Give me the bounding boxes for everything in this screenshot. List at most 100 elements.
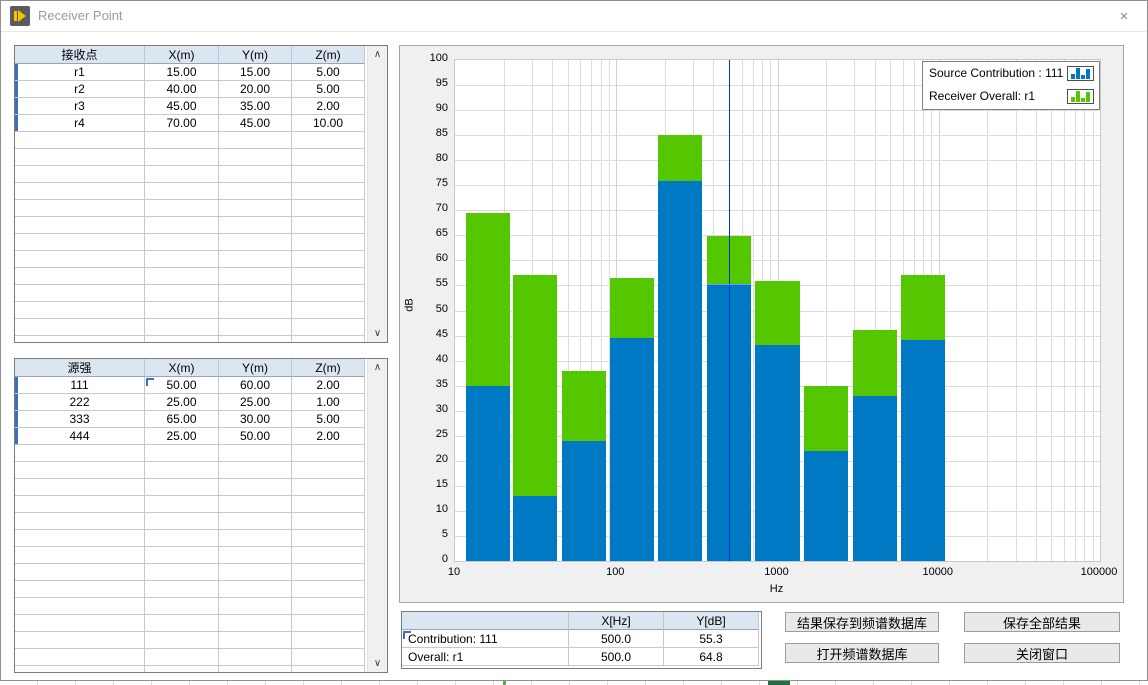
cell[interactable]: 35.00 — [219, 98, 292, 115]
cell[interactable] — [219, 132, 292, 149]
cell[interactable] — [145, 183, 219, 200]
cell[interactable]: 2.00 — [292, 428, 365, 445]
cell[interactable] — [15, 462, 145, 479]
scroll-down-arrow[interactable]: ∨ — [368, 325, 387, 342]
cell[interactable]: 25.00 — [145, 428, 219, 445]
cell[interactable] — [292, 445, 365, 462]
cell[interactable] — [145, 268, 219, 285]
cell[interactable] — [145, 462, 219, 479]
cell[interactable] — [292, 462, 365, 479]
cell[interactable] — [145, 251, 219, 268]
cell[interactable] — [292, 581, 365, 598]
cell[interactable]: 64.8 — [664, 648, 759, 666]
cell[interactable] — [219, 445, 292, 462]
cell[interactable] — [292, 496, 365, 513]
cell[interactable] — [219, 513, 292, 530]
cell[interactable] — [145, 285, 219, 302]
cell[interactable] — [145, 336, 219, 343]
cell[interactable] — [292, 649, 365, 666]
cell[interactable] — [219, 479, 292, 496]
cell[interactable]: 50.00 — [219, 428, 292, 445]
cell[interactable] — [145, 649, 219, 666]
cell[interactable]: 444 — [15, 428, 145, 445]
cell[interactable] — [15, 268, 145, 285]
cell[interactable] — [219, 615, 292, 632]
cell[interactable]: 2.00 — [292, 98, 365, 115]
cell[interactable] — [219, 183, 292, 200]
cell[interactable] — [219, 200, 292, 217]
cell[interactable] — [145, 666, 219, 673]
cell[interactable] — [292, 319, 365, 336]
cell[interactable] — [15, 302, 145, 319]
cell[interactable] — [292, 564, 365, 581]
cell[interactable]: 60.00 — [219, 377, 292, 394]
cell[interactable] — [15, 200, 145, 217]
cell[interactable]: 25.00 — [219, 394, 292, 411]
cell[interactable] — [292, 598, 365, 615]
cell[interactable] — [15, 598, 145, 615]
cell[interactable]: 222 — [15, 394, 145, 411]
cell[interactable]: r2 — [15, 81, 145, 98]
cell[interactable] — [219, 149, 292, 166]
cell[interactable]: 111 — [15, 377, 145, 394]
cell[interactable] — [15, 649, 145, 666]
cell[interactable] — [292, 149, 365, 166]
cell[interactable] — [15, 166, 145, 183]
cell[interactable] — [292, 132, 365, 149]
cell[interactable]: 500.0 — [569, 630, 664, 648]
cell[interactable] — [145, 547, 219, 564]
cell[interactable] — [219, 268, 292, 285]
cell[interactable] — [15, 234, 145, 251]
cell[interactable] — [145, 581, 219, 598]
cell[interactable] — [219, 251, 292, 268]
cell[interactable] — [292, 200, 365, 217]
cell[interactable] — [219, 336, 292, 343]
cell[interactable] — [145, 615, 219, 632]
cell[interactable] — [15, 149, 145, 166]
close-window-button[interactable]: 关闭窗口 — [964, 643, 1120, 663]
cell[interactable]: 45.00 — [219, 115, 292, 132]
legend-item-contribution[interactable]: Source Contribution : 111 — [923, 62, 1099, 85]
cell[interactable] — [292, 615, 365, 632]
cell[interactable] — [145, 217, 219, 234]
cell[interactable] — [15, 581, 145, 598]
cell[interactable] — [292, 183, 365, 200]
cell[interactable] — [145, 200, 219, 217]
cursor-line[interactable] — [729, 60, 730, 561]
scrollbar[interactable]: ∧∨ — [367, 359, 387, 672]
save-result-to-spectrum-db-button[interactable]: 结果保存到频谱数据库 — [785, 612, 939, 632]
cell[interactable]: 50.00 — [145, 377, 219, 394]
cell[interactable] — [145, 302, 219, 319]
cell[interactable]: 55.3 — [664, 630, 759, 648]
cell[interactable]: 500.0 — [569, 648, 664, 666]
cell[interactable]: 15.00 — [145, 64, 219, 81]
cell[interactable]: r4 — [15, 115, 145, 132]
save-all-results-button[interactable]: 保存全部结果 — [964, 612, 1120, 632]
cell[interactable] — [219, 496, 292, 513]
cell[interactable] — [145, 149, 219, 166]
cell[interactable] — [15, 564, 145, 581]
cell[interactable] — [219, 598, 292, 615]
cell[interactable] — [219, 302, 292, 319]
cell[interactable] — [292, 666, 365, 673]
cell[interactable] — [145, 445, 219, 462]
scroll-up-arrow[interactable]: ∧ — [368, 359, 387, 376]
cell[interactable]: 10.00 — [292, 115, 365, 132]
cell[interactable] — [219, 530, 292, 547]
plot-area[interactable] — [454, 59, 1101, 562]
cell[interactable]: 40.00 — [145, 81, 219, 98]
cell[interactable] — [15, 632, 145, 649]
cell[interactable] — [292, 234, 365, 251]
cell[interactable]: 45.00 — [145, 98, 219, 115]
cell[interactable] — [15, 615, 145, 632]
cell[interactable] — [15, 445, 145, 462]
cell[interactable] — [145, 530, 219, 547]
cell[interactable] — [292, 268, 365, 285]
cell[interactable] — [15, 319, 145, 336]
cell[interactable] — [145, 632, 219, 649]
open-spectrum-db-button[interactable]: 打开频谱数据库 — [785, 643, 939, 663]
cell[interactable]: Contribution: 111 — [402, 630, 569, 648]
close-button[interactable]: × — [1111, 4, 1137, 28]
cell[interactable] — [15, 496, 145, 513]
cell[interactable]: 65.00 — [145, 411, 219, 428]
